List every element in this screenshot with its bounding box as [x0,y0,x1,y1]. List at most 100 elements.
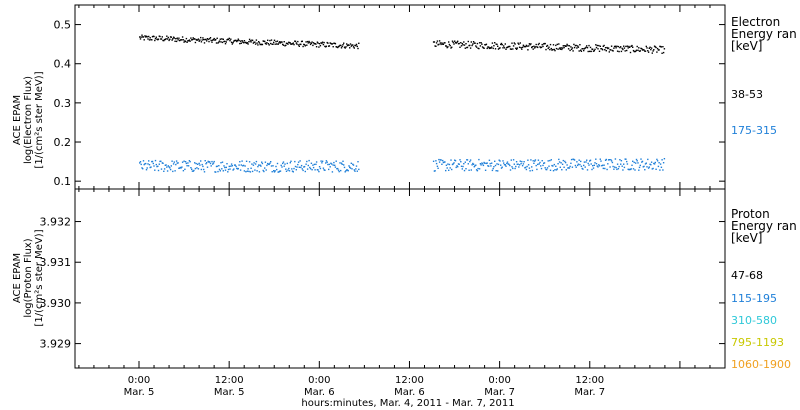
data-point-175-315 [535,164,537,167]
data-point-38-53 [171,39,173,41]
data-point-175-315 [483,161,485,164]
data-point-175-315 [604,159,607,161]
data-point-175-315 [448,169,450,171]
data-point-175-315 [315,161,318,163]
data-point-38-53 [455,42,457,44]
data-point-175-315 [476,170,479,172]
data-point-38-53 [203,38,205,41]
data-point-175-315 [518,164,521,166]
data-point-175-315 [611,161,614,164]
data-point-38-53 [215,42,218,44]
data-point-175-315 [327,163,329,166]
data-point-175-315 [285,168,287,170]
data-point-38-53 [503,47,506,49]
data-point-38-53 [662,46,664,48]
data-point-38-53 [354,44,356,47]
data-point-38-53 [629,51,632,54]
data-point-38-53 [212,38,215,41]
data-point-175-315 [217,170,219,173]
data-point-175-315 [582,168,584,170]
data-point-38-53 [207,38,209,41]
data-point-175-315 [452,163,454,165]
data-point-175-315 [343,164,345,166]
data-point-38-53 [467,40,469,43]
data-point-38-53 [493,45,495,47]
data-point-38-53 [598,44,600,47]
data-point-38-53 [626,49,628,52]
data-point-175-315 [264,161,267,163]
x-tick-label-date: Mar. 7 [574,387,605,398]
data-point-175-315 [221,168,223,170]
data-point-38-53 [492,47,494,50]
data-point-175-315 [659,169,661,171]
data-point-38-53 [345,46,347,48]
data-point-175-315 [279,170,282,172]
data-point-175-315 [462,165,464,168]
data-point-38-53 [587,50,589,53]
data-point-38-53 [592,48,594,50]
data-point-175-315 [552,170,555,172]
data-point-175-315 [230,163,233,165]
data-point-38-53 [558,47,561,49]
data-point-175-315 [237,167,239,170]
data-point-38-53 [271,43,273,45]
data-point-175-315 [481,163,484,165]
data-point-175-315 [149,166,151,169]
data-point-38-53 [470,41,472,43]
data-point-38-53 [300,43,302,46]
data-point-38-53 [457,40,459,42]
data-point-38-53 [303,44,306,46]
data-point-175-315 [489,162,491,165]
data-point-38-53 [469,44,471,47]
data-point-175-315 [236,167,238,170]
data-point-175-315 [479,163,482,165]
data-point-175-315 [326,161,328,163]
data-point-38-53 [558,43,560,45]
data-point-38-53 [357,47,359,50]
data-point-175-315 [566,164,568,166]
data-point-175-315 [258,164,260,166]
data-point-38-53 [656,47,659,50]
data-point-175-315 [240,164,242,166]
data-point-175-315 [626,160,628,163]
data-point-175-315 [559,166,561,168]
data-point-38-53 [148,35,150,38]
data-point-38-53 [605,50,607,52]
data-point-38-53 [240,42,242,44]
data-point-38-53 [154,37,157,40]
data-point-175-315 [638,166,641,169]
data-point-38-53 [279,41,281,43]
data-point-175-315 [614,158,617,160]
proton-legend-title: Proton [731,207,770,221]
data-point-175-315 [537,159,540,161]
data-point-175-315 [475,164,477,166]
electron-y-axis: 0.1 0.2 0.3 0.4 0.5 [54,19,725,188]
data-point-175-315 [444,161,446,163]
data-point-38-53 [522,44,525,46]
data-point-38-53 [156,38,158,40]
data-point-175-315 [527,159,529,161]
data-point-175-315 [586,159,588,161]
data-point-175-315 [470,169,472,171]
electron-legend-item: 38-53 [731,88,763,101]
data-point-38-53 [192,37,194,39]
data-point-175-315 [157,169,160,172]
data-point-38-53 [355,43,358,46]
data-point-175-315 [539,161,541,164]
proton-ytick-label: 3.931 [40,256,72,269]
data-point-38-53 [273,39,276,41]
data-point-38-53 [604,47,607,49]
data-point-38-53 [184,40,187,43]
data-point-38-53 [251,39,254,42]
data-point-175-315 [233,164,236,166]
data-point-175-315 [321,162,323,164]
data-point-38-53 [307,42,309,44]
data-point-175-315 [625,158,627,160]
proton-ytick-label: 3.929 [40,338,72,351]
data-point-175-315 [152,162,154,165]
data-point-175-315 [335,160,337,162]
electron-ylabel-line-3: [1/(cm²s ster MeV)] [34,71,45,168]
data-point-38-53 [209,37,212,39]
data-point-175-315 [615,166,617,169]
